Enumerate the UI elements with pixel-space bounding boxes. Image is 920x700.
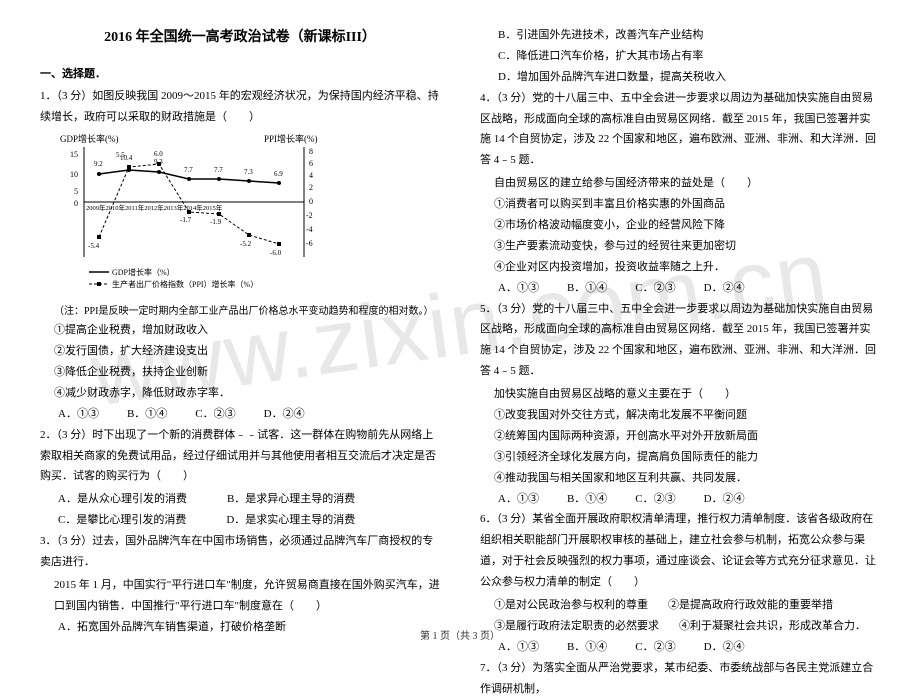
q4-opt-d[interactable]: D．②④ <box>704 278 745 299</box>
q2-stem: 2．（3 分）时下出现了一个新的消费群体﹣﹣试客．这一群体在购物前先从网络上索取… <box>40 425 440 488</box>
q6-o3: ③是履行政府法定职责的必然要求 <box>494 616 659 637</box>
svg-text:2009年2010年2011年2012年2013年2014年: 2009年2010年2011年2012年2013年2014年2015年 <box>86 203 223 212</box>
q3-opt-a[interactable]: A．拓宽国外品牌汽车销售渠道，打破价格垄断 <box>58 617 440 638</box>
q2-opt-c[interactable]: C．是攀比心理引发的消费 <box>58 510 186 531</box>
svg-text:6: 6 <box>309 159 313 168</box>
svg-text:5: 5 <box>74 187 78 196</box>
q1-o1: ①提高企业税费，增加财政收入 <box>54 320 440 341</box>
page-content: 2016 年全国统一高考政治试卷（新课标III） 一、选择题． 1．（3 分）如… <box>0 0 920 630</box>
q6-options: A．①③ B．①④ C．②③ D．②④ <box>498 637 880 658</box>
q1-opt-a[interactable]: A．①③ <box>58 404 99 425</box>
svg-text:6.0: 6.0 <box>154 150 163 158</box>
svg-text:5.5: 5.5 <box>116 151 125 159</box>
q4-opt-c[interactable]: C．②③ <box>635 278 675 299</box>
q5-o1: ①改变我国对外交往方式，解决南北发展不平衡问题 <box>494 405 880 426</box>
q4-stem: 自由贸易区的建立给参与国经济带来的益处是（ ） <box>494 173 880 194</box>
q2-opt-a[interactable]: A．是从众心理引发的消费 <box>58 489 187 510</box>
q4-opt-b[interactable]: B．①④ <box>567 278 607 299</box>
q1-opt-b[interactable]: B．①④ <box>127 404 167 425</box>
svg-text:-6.0: -6.0 <box>270 249 282 257</box>
q6-opt-d[interactable]: D．②④ <box>704 637 745 658</box>
q6-opt-a[interactable]: A．①③ <box>498 637 539 658</box>
svg-text:9.2: 9.2 <box>94 160 103 168</box>
q1-options: A．①③ B．①④ C．②③ D．②④ <box>58 404 440 425</box>
q1-stem: 1．（3 分）如图反映我国 2009～2015 年的宏观经济状况，为保持国内经济… <box>40 86 440 128</box>
q7-stem: 7．（3 分）为落实全面从严治党要求，某市纪委、市委统战部与各民主党派建立合作调… <box>480 658 880 700</box>
svg-text:2: 2 <box>309 183 313 192</box>
chart-right-label: PPI增长率(%) <box>264 133 318 144</box>
q4-intro: 4．（3 分）党的十八届三中、五中全会进一步要求以周边为基础加快实施自由贸易区战… <box>480 88 880 172</box>
svg-text:7.7: 7.7 <box>184 166 193 174</box>
svg-text:-5.2: -5.2 <box>240 240 252 248</box>
q5-opt-d[interactable]: D．②④ <box>704 489 745 510</box>
svg-text:0: 0 <box>309 197 313 206</box>
q2-options: A．是从众心理引发的消费 B．是求异心理主导的消费 C．是攀比心理引发的消费 D… <box>58 489 440 531</box>
svg-text:15: 15 <box>70 150 78 159</box>
svg-text:-2: -2 <box>306 211 313 220</box>
svg-text:0: 0 <box>74 199 78 208</box>
q6-opt-c[interactable]: C．②③ <box>635 637 675 658</box>
q1-o3: ③降低企业税费，扶持企业创新 <box>54 362 440 383</box>
q1-o2: ②发行国债，扩大经济建设支出 <box>54 341 440 362</box>
q4-opt-a[interactable]: A．①③ <box>498 278 539 299</box>
q5-opt-c[interactable]: C．②③ <box>635 489 675 510</box>
q1-opt-c[interactable]: C．②③ <box>195 404 235 425</box>
svg-text:-6: -6 <box>306 239 313 248</box>
q1-opt-d[interactable]: D．②④ <box>264 404 305 425</box>
q3-opt-c[interactable]: C．降低进口汽车价格，扩大其市场占有率 <box>498 46 880 67</box>
q4-o1: ①消费者可以购买到丰富且价格实惠的外国商品 <box>494 194 880 215</box>
q6-stem: 6．（3 分）某省全面开展政府职权清单清理，推行权力清单制度．该省各级政府在组织… <box>480 509 880 593</box>
right-column: B．引进国外先进技术，改善汽车产业结构 C．降低进口汽车价格，扩大其市场占有率 … <box>480 25 880 630</box>
svg-text:7.7: 7.7 <box>214 166 223 174</box>
q4-o2: ②市场价格波动幅度变小，企业的经营风险下降 <box>494 215 880 236</box>
q3-opt-d[interactable]: D．增加国外品牌汽车进口数量，提高关税收入 <box>498 67 880 88</box>
section-heading: 一、选择题． <box>40 64 440 85</box>
svg-text:-5.4: -5.4 <box>88 242 100 250</box>
q5-stem: 加快实施自由贸易区战略的意义主要在于（ ） <box>494 384 880 405</box>
q1-o4: ④减少财政赤字，降低财政赤字率． <box>54 383 440 404</box>
svg-text:生产者出厂价格指数（PPI）增长率（%）: 生产者出厂价格指数（PPI）增长率（%） <box>112 279 258 289</box>
q2-opt-b[interactable]: B．是求异心理主导的消费 <box>227 489 355 510</box>
q5-options: A．①③ B．①④ C．②③ D．②④ <box>498 489 880 510</box>
svg-text:-1.7: -1.7 <box>180 216 192 224</box>
svg-text:8: 8 <box>309 147 313 156</box>
svg-text:4: 4 <box>309 171 313 180</box>
q5-o3: ③引领经济全球化发展方向，提高肩负国际责任的能力 <box>494 447 880 468</box>
svg-text:GDP增长率（%）: GDP增长率（%） <box>112 267 175 277</box>
q6-opt-b[interactable]: B．①④ <box>567 637 607 658</box>
svg-text:6.9: 6.9 <box>274 170 283 178</box>
q3-opt-b[interactable]: B．引进国外先进技术，改善汽车产业结构 <box>498 25 880 46</box>
q5-opt-b[interactable]: B．①④ <box>567 489 607 510</box>
svg-text:10: 10 <box>70 170 78 179</box>
q1-note: （注：PPI是反映一定时期内全部工业产品出厂价格总水平变动趋势和程度的相对数。） <box>54 304 440 320</box>
q3-stem2: 2015 年 1 月，中国实行"平行进口车"制度，允许贸易商直接在国外购买汽车，… <box>54 575 440 617</box>
q3-stem1: 3．（3 分）过去，国外品牌汽车在中国市场销售，必须通过品牌汽车厂商授权的专卖店… <box>40 531 440 573</box>
q4-o4: ④企业对区内投资增加，投资收益率随之上升． <box>494 257 880 278</box>
gdp-ppi-chart: GDP增长率(%) PPI增长率(%) 15 10 5 0 8 6 4 2 0 … <box>54 132 440 300</box>
chart-left-label: GDP增长率(%) <box>60 133 119 144</box>
q5-intro: 5．（3 分）党的十八届三中、五中全会进一步要求以周边为基础加快实施自由贸易区战… <box>480 299 880 383</box>
q6-o1: ①是对公民政治参与权利的尊重 <box>494 595 648 616</box>
q5-o2: ②统筹国内国际两种资源，开创高水平对外开放新局面 <box>494 426 880 447</box>
q2-opt-d[interactable]: D．是求实心理主导的消费 <box>226 510 355 531</box>
svg-text:7.3: 7.3 <box>244 168 253 176</box>
q6-o2: ②是提高政府行政效能的重要举措 <box>668 595 833 616</box>
q4-o3: ③生产要素流动变快，参与过的经贸往来更加密切 <box>494 236 880 257</box>
svg-text:-4: -4 <box>306 225 313 234</box>
q6-o4: ④利于凝聚社会共识，形成改革合力． <box>679 616 866 637</box>
svg-text:-1.9: -1.9 <box>210 218 222 226</box>
left-column: 2016 年全国统一高考政治试卷（新课标III） 一、选择题． 1．（3 分）如… <box>40 25 440 630</box>
q4-options: A．①③ B．①④ C．②③ D．②④ <box>498 278 880 299</box>
q5-o4: ④推动我国与相关国家和地区互利共赢、共同发展． <box>494 468 880 489</box>
exam-title: 2016 年全国统一高考政治试卷（新课标III） <box>40 25 440 52</box>
q5-opt-a[interactable]: A．①③ <box>498 489 539 510</box>
